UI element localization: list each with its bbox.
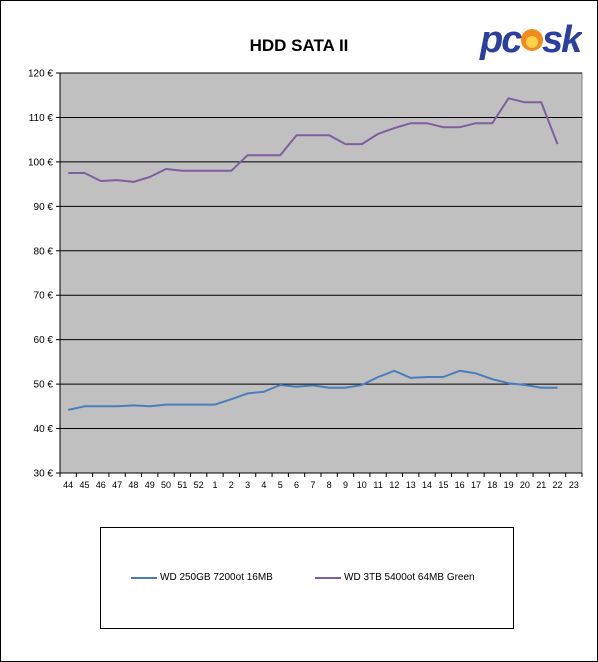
y-tick-label: 50 € <box>34 380 54 391</box>
series-lines <box>67 97 559 411</box>
y-tick-label: 120 € <box>28 69 53 80</box>
y-tick-label: 70 € <box>34 291 54 302</box>
x-tick-label: 19 <box>504 480 514 490</box>
series-line-2 <box>68 97 559 183</box>
legend-label-series-2: WD 3TB 5400ot 64MB Green <box>344 572 475 583</box>
y-tick-label: 100 € <box>28 157 53 168</box>
x-tick-label: 51 <box>177 480 187 490</box>
x-tick-label: 11 <box>373 480 382 490</box>
x-tick-label: 13 <box>406 480 416 490</box>
x-tick-label: 14 <box>422 480 432 490</box>
y-tick-label: 40 € <box>34 424 54 435</box>
x-tick-label: 15 <box>438 480 448 490</box>
x-tick-label: 18 <box>487 480 497 490</box>
x-tick-label: 9 <box>343 480 348 490</box>
x-tick-label: 22 <box>553 480 563 490</box>
legend-label-series-1: WD 250GB 7200ot 16MB <box>160 572 273 583</box>
y-tick-label: 110 € <box>29 113 54 124</box>
x-tick-label: 46 <box>96 480 106 490</box>
x-tick-label: 2 <box>229 480 234 490</box>
y-axis-ticks: 30 € 40 € 50 € 60 € 70 € 80 € 90 € 100 € 110 € 12… <box>28 69 60 480</box>
legend-swatch-series-2 <box>315 576 341 579</box>
plot-area <box>59 72 583 474</box>
legend-item-series-2: WD 3TB 5400ot 64MB Green <box>315 572 475 583</box>
svg-text:sk: sk <box>542 19 582 61</box>
gridlines <box>60 72 582 430</box>
x-tick-label: 1 <box>212 480 217 490</box>
y-tick-label: 30 € <box>34 469 54 480</box>
series-line-1 <box>67 369 558 411</box>
x-tick-label: 45 <box>79 480 89 490</box>
x-tick-label: 7 <box>310 480 315 490</box>
x-tick-label: 47 <box>112 480 122 490</box>
x-tick-label: 52 <box>194 480 204 490</box>
y-tick-label: 90 € <box>34 202 54 213</box>
x-tick-label: 12 <box>389 480 399 490</box>
x-tick-label: 23 <box>569 480 579 490</box>
x-tick-label: 20 <box>520 480 530 490</box>
x-tick-label: 5 <box>278 480 283 490</box>
x-tick-label: 21 <box>536 480 546 490</box>
x-tick-label: 10 <box>357 480 367 490</box>
legend: WD 250GB 7200ot 16MB WD 3TB 5400ot 64MB … <box>100 527 514 629</box>
x-tick-label: 4 <box>261 480 266 490</box>
y-tick-label: 80 € <box>34 246 54 257</box>
x-tick-label: 6 <box>294 480 299 490</box>
x-tick-label: 44 <box>63 480 73 490</box>
x-tick-label: 49 <box>145 480 155 490</box>
y-tick-label: 60 € <box>34 335 54 346</box>
x-tick-label: 50 <box>161 480 171 490</box>
x-tick-label: 48 <box>128 480 138 490</box>
pcosk-logo: pc sk <box>479 19 582 61</box>
legend-item-series-1: WD 250GB 7200ot 16MB <box>131 572 273 583</box>
x-axis-ticks: 44 45 46 47 48 49 50 51 52 1 2 3 4 5 6 7 8 9 10 11 12 13 14 15 1… <box>59 473 583 490</box>
svg-text:pc: pc <box>479 19 522 61</box>
x-tick-label: 17 <box>471 480 481 490</box>
legend-swatch-series-1 <box>131 576 157 579</box>
chart-title: HDD SATA II <box>249 36 349 55</box>
x-tick-label: 8 <box>327 480 332 490</box>
x-tick-label: 3 <box>245 480 250 490</box>
x-tick-label: 16 <box>455 480 465 490</box>
